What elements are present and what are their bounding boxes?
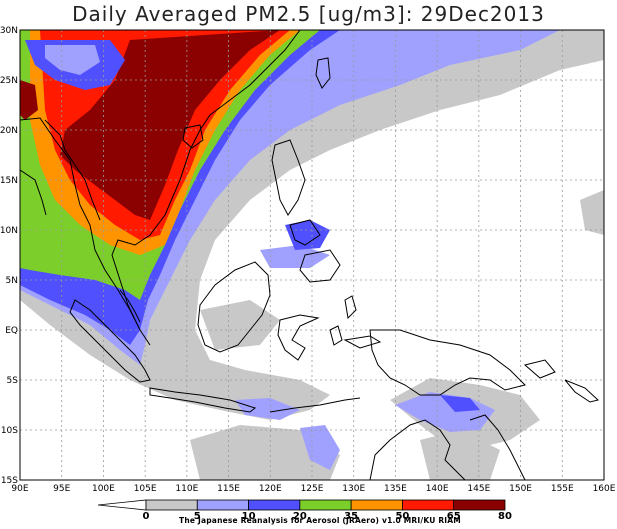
colorbar-segment [196,499,249,511]
lon-tick-label: 125E [301,484,324,494]
colorbar-segment [350,499,403,511]
lon-tick-label: 105E [134,484,157,494]
grid-lines [20,30,604,480]
coast-hainan [182,124,204,149]
colorbar-segment [248,499,301,511]
lat-tick-label: 5N [6,276,18,286]
colorbar-label: 50 [395,511,409,522]
field-10-20-south [235,398,300,420]
field-10-20-bay [45,45,100,75]
colorbar: 0 5 10 20 35 50 65 80 [97,499,512,522]
colorbar-label: 65 [447,511,461,522]
coast-halmahera [344,295,357,320]
coast-sumatra [69,299,151,383]
colorbar-label: 10 [242,511,256,522]
lat-tick-label: 15S [1,476,18,486]
coast-australia-east [469,414,526,480]
colorbar-segment [299,499,352,511]
map-title: Daily Averaged PM2.5 [ug/m3]: 29Dec2013 [72,2,545,26]
coast-borneo [197,261,271,353]
field-5-10-south [190,425,340,480]
colorbar-label: 80 [498,511,512,522]
lon-tick-label: 95E [53,484,70,494]
coast-visayas [289,219,321,246]
coast-sulawesi [277,314,320,361]
lat-tick-label: 10N [0,226,18,236]
colorbar-segment [402,499,455,511]
coast-bismarck [523,359,556,379]
lon-tick-label: 155E [551,484,574,494]
lon-tick-label: 150E [509,484,532,494]
coast-mainland [20,30,301,346]
colorbar-segment [97,499,147,511]
latitude-labels: 30N 25N 20N 15N 10N 5N EQ 5S 10S 15S [0,26,18,486]
field-5-10-mid [200,300,280,350]
field-10-20-south2 [300,425,340,470]
field-20-35-mid [285,220,330,250]
coast-luzon [271,139,306,216]
lat-tick-label: 5S [7,376,19,386]
coast-taiwan [315,57,331,89]
field-10-20-mid [260,245,330,268]
field-5-10-se [420,430,500,480]
field-80-plus [60,30,280,220]
coast-burma [44,119,101,221]
lat-tick-label: 30N [0,26,18,36]
coast-india [20,169,47,216]
plot-frame [19,29,605,481]
lon-tick-label: 100E [92,484,115,494]
colorbar-label: 20 [293,511,307,522]
coast-new-guinea [369,329,526,396]
lat-tick-label: EQ [5,326,18,336]
lon-tick-label: 145E [467,484,490,494]
lon-tick-label: 120E [259,484,282,494]
coast-mindanao [299,249,341,283]
lat-tick-label: 15N [0,176,18,186]
coast-maluku [329,325,343,346]
field-80-plus-west [20,80,38,120]
lon-tick-label: 115E [217,484,240,494]
colorbar-label: 0 [143,511,150,522]
lat-tick-label: 20N [0,126,18,136]
coast-malay [119,289,141,323]
field-20-35-east [440,395,480,412]
lon-tick-label: 140E [426,484,449,494]
coast-java [149,387,257,413]
coast-seram [343,335,382,349]
coast-lesser-sunda [269,397,361,413]
lon-tick-label: 160E [593,484,616,494]
lon-tick-label: 130E [342,484,365,494]
lon-tick-label: 90E [11,484,28,494]
colorbar-label: 5 [194,511,201,522]
colorbar-segment [453,499,506,511]
lat-tick-label: 25N [0,76,18,86]
lon-tick-label: 110E [175,484,198,494]
field-5-10-far-east [580,190,604,235]
colorbar-segment [145,499,198,511]
colorbar-label: 35 [344,511,358,522]
longitude-labels: 90E 95E 100E 105E 110E 115E 120E 125E 130E 135E 14… [11,484,615,494]
coast-australia [369,419,466,480]
lat-tick-label: 10S [1,426,18,436]
coastlines [20,30,600,480]
credit-line: The Japanese Reanalysis for Aerosol (JRA… [179,516,461,525]
coast-solomon [564,379,600,403]
concentration-fields [20,30,604,480]
lon-tick-label: 135E [384,484,407,494]
